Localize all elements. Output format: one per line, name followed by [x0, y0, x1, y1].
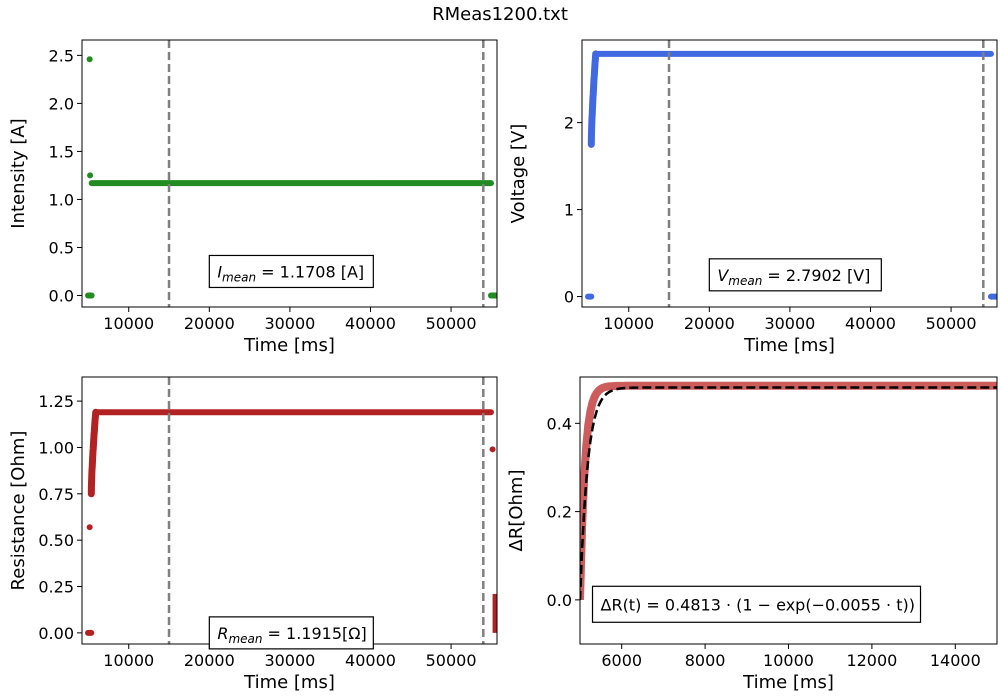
fit-line	[580, 386, 997, 600]
y-tick-label: 1.00	[38, 438, 74, 457]
y-axis-label: Resistance [Ohm]	[8, 431, 29, 591]
x-tick-label: 50000	[426, 314, 477, 333]
x-tick-label: 12000	[846, 651, 897, 670]
plot-area-resistance	[85, 377, 497, 644]
y-tick-label: 0.50	[38, 531, 74, 550]
x-tick-label: 30000	[264, 314, 315, 333]
data-tail	[492, 593, 497, 633]
chart-panels: 10000 20000 30000 40000 50000 0.0 0.5 1.0 1.5 2.0…	[8, 39, 998, 693]
x-tick-label: 40000	[345, 651, 396, 670]
x-tick-label: 50000	[426, 651, 477, 670]
y-tick-label: 2.0	[49, 94, 74, 113]
data-rise	[587, 50, 600, 148]
chart-voltage: 10000 20000 30000 40000 50000 0 1 2 Time [ms] Vol…	[508, 39, 998, 356]
y-axis-label: Voltage [V]	[508, 124, 529, 224]
chart-delta-r: 6000 8000 10000 12000 14000 0.0 0.2 0.4 Time [ms…	[506, 376, 998, 693]
data-point-1	[489, 446, 496, 453]
plot-area-delta-r	[580, 381, 997, 601]
y-tick-label: 1.5	[49, 142, 74, 161]
y-tick-label: 0.0	[49, 286, 74, 305]
data-point-0	[86, 56, 93, 63]
x-axis-label: Time [ms]	[243, 335, 335, 356]
x-tick-label: 10000	[103, 651, 154, 670]
annotation-text: Rmean = 1.1915[Ω]	[217, 624, 366, 646]
y-tick-label: 0.75	[38, 485, 74, 504]
y-tick-label: 0.5	[49, 238, 74, 257]
annotation-text: ΔR(t) = 0.4813 · (1 − exp(−0.0055 · t))	[601, 595, 915, 614]
x-tick-label: 20000	[684, 314, 735, 333]
x-axis-label: Time [ms]	[243, 672, 335, 693]
y-tick-label: 0.00	[38, 624, 74, 643]
y-tick-label: 2.5	[49, 46, 74, 65]
y-tick-label: 2	[564, 114, 574, 133]
y-tick-label: 1.0	[49, 190, 74, 209]
annotation-box	[708, 258, 882, 292]
data-point-1	[87, 172, 94, 179]
y-axis-label: Intensity [A]	[8, 118, 29, 228]
annotation-box	[208, 254, 374, 289]
chart-resistance: 10000 20000 30000 40000 50000 0.00 0.25 0.50 0.7…	[8, 376, 498, 693]
x-tick-label: 8000	[685, 651, 726, 670]
y-tick-label: 0.4	[547, 414, 572, 433]
x-axis-label: Time [ms]	[742, 672, 834, 693]
y-tick-label: 0.0	[547, 591, 572, 610]
x-tick-label: 10000	[763, 651, 814, 670]
plot-area-intensity	[85, 40, 497, 307]
x-tick-label: 30000	[764, 314, 815, 333]
x-tick-label: 10000	[103, 314, 154, 333]
data-line	[580, 381, 997, 601]
x-tick-label: 6000	[601, 651, 642, 670]
x-tick-label: 30000	[264, 651, 315, 670]
x-tick-label: 10000	[603, 314, 654, 333]
y-axis-label: ΔR[Ohm]	[506, 470, 527, 552]
y-tick-label: 1.25	[38, 392, 74, 411]
data-rise	[87, 408, 100, 498]
annotation-box	[591, 585, 922, 623]
y-tick-label: 1	[564, 201, 574, 220]
plot-area-voltage	[585, 40, 997, 307]
plot-frame	[81, 376, 498, 645]
x-tick-label: 14000	[930, 651, 981, 670]
y-tick-label: 0.25	[38, 578, 74, 597]
y-tick-label: 0.2	[547, 503, 572, 522]
x-tick-label: 40000	[345, 314, 396, 333]
x-tick-label: 50000	[926, 314, 977, 333]
figure-title: RMeas1200.txt	[432, 4, 568, 25]
annotation-box	[208, 616, 374, 650]
x-tick-label: 20000	[184, 651, 235, 670]
data-point-0	[86, 524, 93, 531]
x-tick-label: 20000	[184, 314, 235, 333]
y-tick-label: 0	[564, 288, 574, 307]
annotation-text: Vmean = 2.7902 [V]	[717, 266, 870, 288]
x-axis-label: Time [ms]	[743, 335, 835, 356]
x-tick-label: 40000	[845, 314, 896, 333]
annotation-text: Imean = 1.1708 [A]	[217, 262, 364, 284]
chart-intensity: 10000 20000 30000 40000 50000 0.0 0.5 1.0 1.5 2.0…	[8, 39, 498, 356]
